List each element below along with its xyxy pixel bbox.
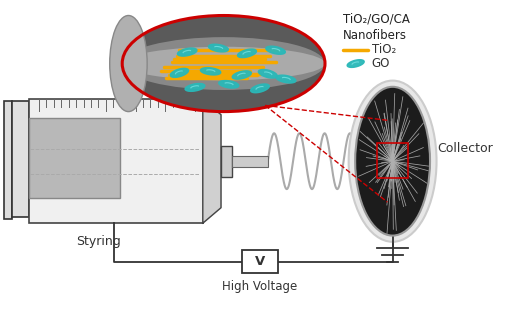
Text: V: V	[255, 255, 265, 268]
FancyBboxPatch shape	[29, 99, 203, 223]
Ellipse shape	[110, 16, 147, 112]
Polygon shape	[238, 49, 256, 58]
Text: Styring: Styring	[76, 235, 121, 248]
Polygon shape	[251, 84, 269, 93]
FancyBboxPatch shape	[12, 101, 29, 217]
Ellipse shape	[355, 87, 430, 236]
Polygon shape	[258, 69, 277, 78]
Polygon shape	[347, 60, 364, 67]
Polygon shape	[200, 68, 221, 75]
Text: GO: GO	[372, 57, 390, 70]
Polygon shape	[170, 68, 189, 78]
Text: TiO₂: TiO₂	[372, 43, 396, 56]
Polygon shape	[209, 44, 228, 52]
Polygon shape	[266, 46, 285, 54]
Polygon shape	[185, 83, 205, 91]
Text: TiO₂/GO/CA
Nanofibers: TiO₂/GO/CA Nanofibers	[343, 12, 410, 42]
Ellipse shape	[349, 81, 437, 242]
Ellipse shape	[122, 37, 325, 90]
FancyBboxPatch shape	[232, 156, 268, 167]
Polygon shape	[232, 71, 251, 79]
FancyBboxPatch shape	[29, 118, 120, 198]
FancyBboxPatch shape	[221, 146, 232, 177]
Text: Collector: Collector	[437, 142, 492, 155]
Text: High Voltage: High Voltage	[223, 280, 297, 293]
Polygon shape	[276, 75, 296, 83]
Ellipse shape	[122, 47, 325, 80]
FancyBboxPatch shape	[4, 101, 12, 219]
Polygon shape	[219, 81, 239, 88]
Polygon shape	[203, 99, 221, 223]
Ellipse shape	[122, 16, 325, 112]
Polygon shape	[177, 48, 197, 56]
FancyBboxPatch shape	[242, 250, 278, 273]
FancyBboxPatch shape	[29, 118, 120, 198]
